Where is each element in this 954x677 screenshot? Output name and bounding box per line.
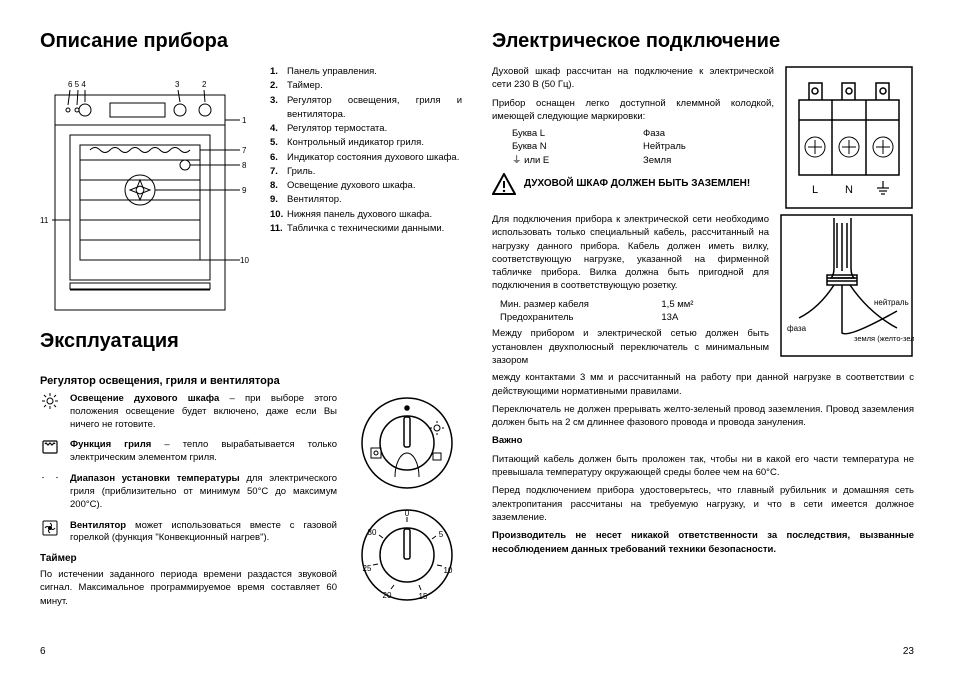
svg-text:30: 30 — [368, 528, 377, 537]
dial-top — [357, 393, 457, 493]
right-page: Электрическое подключение Духовой шкаф р… — [492, 30, 914, 657]
svg-text:N: N — [845, 184, 853, 196]
op-row: Освещение духового шкафа – при выборе эт… — [40, 393, 462, 608]
timer-text: По истечении заданного периода времени р… — [40, 568, 337, 608]
op-subtitle: Регулятор освещения, гриля и вентилятора — [40, 375, 462, 387]
svg-text:земля (желто-зеленый): земля (желто-зеленый) — [854, 334, 914, 343]
page-num-left: 6 — [40, 646, 462, 657]
svg-text:фаза: фаза — [787, 324, 807, 333]
svg-text:0: 0 — [405, 509, 410, 518]
svg-text:5: 5 — [439, 530, 444, 539]
svg-text:25: 25 — [363, 564, 372, 573]
svg-text:нейтраль: нейтраль — [874, 298, 909, 307]
op-item: Вентилятор может использоваться вместе с… — [40, 520, 337, 546]
elec-title: Электрическое подключение — [492, 30, 914, 53]
temp-icon — [40, 473, 60, 489]
elec-mid: Для подключения прибора к электрической … — [492, 213, 914, 367]
light-icon — [40, 393, 60, 409]
op-left: Освещение духового шкафа – при выборе эт… — [40, 393, 337, 608]
markings: Буква LФаза Буква NНейтраль ⏚ или EЗемля — [512, 127, 774, 167]
warning: ДУХОВОЙ ШКАФ ДОЛЖЕН БЫТЬ ЗАЗЕМЛЕН! — [492, 173, 774, 195]
svg-text:7: 7 — [242, 146, 247, 155]
timer-title: Таймер — [40, 553, 337, 564]
svg-text:2: 2 — [202, 80, 207, 89]
page-num-right: 23 — [492, 646, 914, 657]
svg-text:8: 8 — [242, 161, 247, 170]
svg-text:15: 15 — [419, 592, 428, 601]
op-title: Эксплуатация — [40, 330, 462, 353]
warning-icon — [492, 173, 516, 195]
svg-text:9: 9 — [242, 186, 247, 195]
cable-diagram: фаза нейтраль земля (желто-зеленый) — [779, 213, 914, 367]
oven-diagram: 6 5 4 3 2 — [40, 65, 260, 318]
terminal-diagram: L N — [784, 65, 914, 213]
legend-list: 1.Панель управления. 2.Таймер. 3.Регулят… — [270, 65, 462, 318]
svg-text:1: 1 — [242, 116, 247, 125]
svg-text:11: 11 — [40, 216, 49, 225]
specs: Мин. размер кабеля1,5 мм² Предохранитель… — [500, 298, 769, 325]
p3: Питающий кабель должен быть проложен так… — [492, 453, 914, 480]
left-page: Описание прибора 6 5 4 3 — [40, 30, 462, 657]
important: Важно — [492, 435, 522, 446]
p5: Производитель не несет никакой ответстве… — [492, 529, 914, 556]
svg-text:20: 20 — [383, 591, 392, 600]
svg-text:L: L — [812, 184, 818, 196]
desc-title: Описание прибора — [40, 30, 462, 53]
p1: между контактами 3 мм и рассчитанный на … — [492, 371, 914, 398]
svg-text:10: 10 — [444, 566, 453, 575]
svg-text:10: 10 — [240, 256, 249, 265]
desc-row: 6 5 4 3 2 — [40, 65, 462, 318]
svg-text:6 5 4: 6 5 4 — [68, 80, 86, 89]
p4: Перед подключением прибора удостоверьтес… — [492, 484, 914, 524]
svg-text:3: 3 — [175, 80, 180, 89]
grill-icon — [40, 439, 60, 455]
dial-timer: 0 5 10 15 20 25 30 — [357, 503, 457, 608]
op-item: Освещение духового шкафа – при выборе эт… — [40, 393, 337, 431]
op-item: Функция гриля – тепло вырабатывается тол… — [40, 439, 337, 465]
elec-top: Духовой шкаф рассчитан на подключение к … — [492, 65, 914, 213]
p2: Переключатель не должен прерывать желто-… — [492, 403, 914, 430]
op-item: Диапазон установки температуры для элект… — [40, 473, 337, 511]
fan-icon — [40, 520, 60, 536]
dials: 0 5 10 15 20 25 30 — [352, 393, 462, 608]
